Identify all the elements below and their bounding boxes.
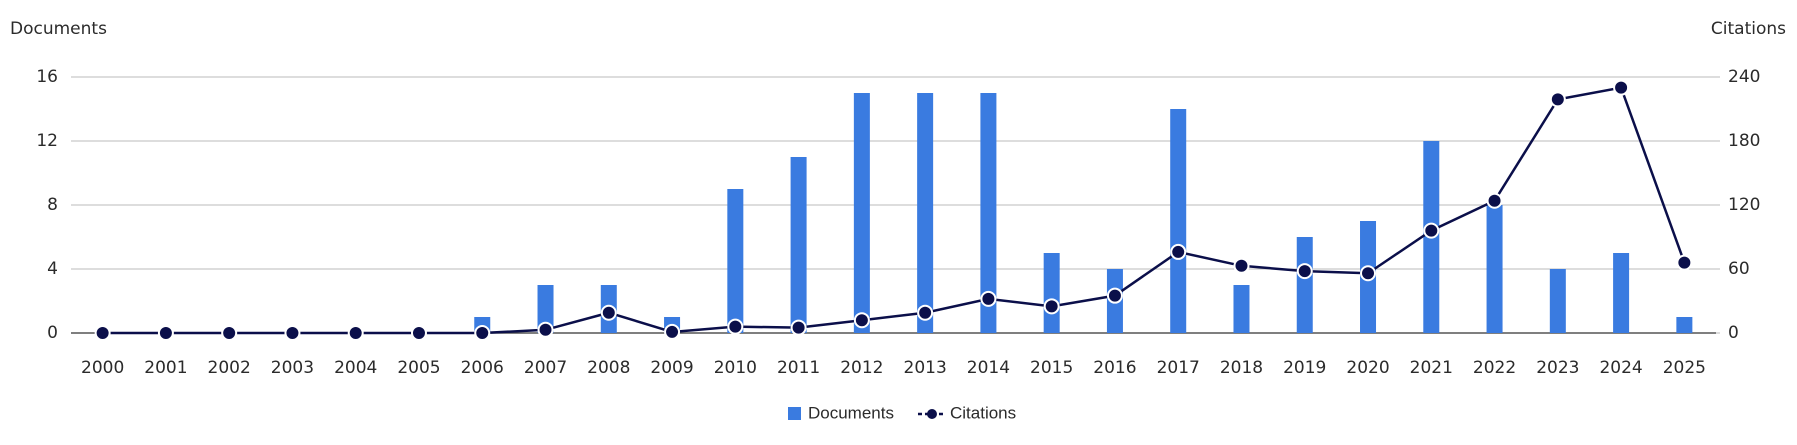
x-tick-label: 2006: [461, 358, 504, 378]
line-point: [1486, 192, 1503, 209]
x-tick-label: 2005: [397, 358, 440, 378]
y-tick-label: 0: [47, 323, 58, 343]
line-point: [1106, 287, 1123, 304]
line-point: [1613, 79, 1630, 96]
y2-tick-label: 0: [1728, 323, 1739, 343]
legend-label: Citations: [950, 403, 1016, 422]
line-point: [221, 325, 238, 341]
line-point: [917, 304, 934, 321]
x-tick-label: 2022: [1473, 358, 1516, 378]
line-point: [537, 321, 554, 338]
x-tick-label: 2024: [1599, 358, 1642, 378]
x-tick-label: 2011: [777, 358, 820, 378]
y2-tick-label: 180: [1728, 131, 1760, 151]
line-point: [94, 325, 111, 341]
line-point: [474, 325, 491, 341]
bar: [537, 285, 554, 333]
legend: Documents Citations: [788, 403, 1016, 422]
y2-tick-label: 240: [1728, 67, 1760, 87]
x-tick-label: 2000: [81, 358, 124, 378]
y2-tick-label: 60: [1728, 259, 1750, 279]
bar: [853, 93, 870, 333]
legend-label: Documents: [808, 403, 894, 422]
x-tick-label: 2025: [1663, 358, 1706, 378]
bar: [1233, 285, 1250, 333]
line-point: [853, 312, 870, 329]
y-tick-label: 16: [36, 67, 58, 87]
bar: [1043, 253, 1060, 333]
x-tick-label: 2015: [1030, 358, 1073, 378]
x-tick-label: 2010: [714, 358, 757, 378]
line-point: [1676, 254, 1693, 271]
x-tick-label: 2021: [1410, 358, 1453, 378]
line-point: [1423, 222, 1440, 239]
line-point: [347, 325, 364, 341]
y-axis-title: Documents: [10, 19, 107, 39]
line-point: [1549, 91, 1566, 108]
x-tick-label: 2013: [904, 358, 947, 378]
x-tick-label: 2023: [1536, 358, 1579, 378]
x-tick-label: 2002: [208, 358, 251, 378]
legend-swatch: [926, 409, 937, 419]
line-point: [1043, 298, 1060, 315]
bar: [1613, 253, 1630, 333]
line-point: [664, 323, 681, 340]
x-tick-label: 2016: [1093, 358, 1136, 378]
line-point: [727, 318, 744, 335]
x-tick-label: 2004: [334, 358, 377, 378]
bar: [1296, 237, 1313, 333]
line-point: [1170, 243, 1187, 260]
x-tick-label: 2019: [1283, 358, 1326, 378]
line-point: [1360, 265, 1377, 282]
line-point: [284, 325, 301, 341]
legend-swatch: [788, 407, 801, 420]
line-point: [157, 325, 174, 341]
y-tick-label: 8: [47, 195, 58, 215]
x-tick-label: 2018: [1220, 358, 1263, 378]
x-tick-label: 2003: [271, 358, 314, 378]
line-point: [790, 319, 807, 336]
bar: [790, 157, 807, 333]
line-point: [410, 325, 427, 341]
bar: [980, 93, 997, 333]
x-tick-label: 2009: [650, 358, 693, 378]
bar: [1549, 269, 1566, 333]
x-tick-label: 2001: [144, 358, 187, 378]
bar: [917, 93, 934, 333]
line-point: [1296, 263, 1313, 280]
bar: [1486, 205, 1503, 333]
x-tick-label: 2017: [1157, 358, 1200, 378]
bar: [1170, 109, 1187, 333]
y2-axis-title: Citations: [1711, 19, 1786, 39]
y-tick-label: 4: [47, 259, 58, 279]
line-point: [1233, 257, 1250, 274]
bar: [1676, 317, 1693, 333]
x-tick-label: 2008: [587, 358, 630, 378]
x-tick-label: 2020: [1346, 358, 1389, 378]
line: [102, 86, 1686, 335]
x-tick-label: 2007: [524, 358, 567, 378]
y-tick-label: 12: [36, 131, 58, 151]
x-tick-label: 2014: [967, 358, 1010, 378]
line-point: [980, 290, 997, 307]
y2-tick-label: 120: [1728, 195, 1760, 215]
line-point: [600, 304, 617, 321]
x-tick-label: 2012: [840, 358, 883, 378]
bar: [727, 189, 744, 333]
